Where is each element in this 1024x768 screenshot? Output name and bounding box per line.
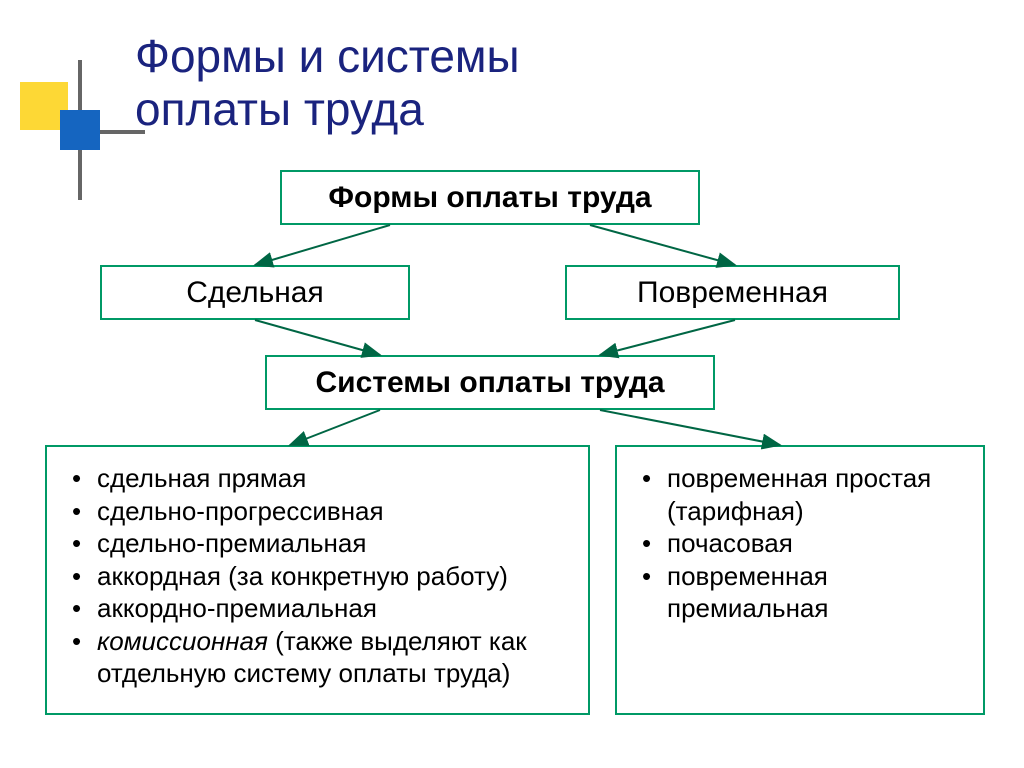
slide-title: Формы и системы оплаты труда bbox=[135, 30, 520, 136]
list-item: повременная простая (тарифная) bbox=[667, 462, 973, 527]
list-item: комиссионная (также выделяют как отдельн… bbox=[97, 625, 578, 690]
list-item: аккордная (за конкретную работу) bbox=[97, 560, 578, 593]
box-piecework: Сдельная bbox=[100, 265, 410, 320]
list-piecework-ul: сдельная прямаясдельно-прогрессивнаясдел… bbox=[57, 462, 578, 690]
box-timebased-label: Повременная bbox=[637, 276, 828, 310]
box-timebased: Повременная bbox=[565, 265, 900, 320]
list-item: сдельная прямая bbox=[97, 462, 578, 495]
list-timebased-ul: повременная простая (тарифная)почасоваяп… bbox=[627, 462, 973, 625]
deco-square-blue bbox=[60, 110, 100, 150]
box-piecework-label: Сдельная bbox=[186, 276, 324, 310]
list-item: повременная премиальная bbox=[667, 560, 973, 625]
list-item: сдельно-премиальная bbox=[97, 527, 578, 560]
title-line2: оплаты труда bbox=[135, 83, 424, 135]
list-timebased-systems: повременная простая (тарифная)почасоваяп… bbox=[615, 445, 985, 715]
box-forms-label: Формы оплаты труда bbox=[328, 181, 651, 215]
list-item: аккордно-премиальная bbox=[97, 592, 578, 625]
box-systems-of-pay: Системы оплаты труда bbox=[265, 355, 715, 410]
title-line1: Формы и системы bbox=[135, 30, 520, 82]
box-forms-of-pay: Формы оплаты труда bbox=[280, 170, 700, 225]
list-piecework-systems: сдельная прямаясдельно-прогрессивнаясдел… bbox=[45, 445, 590, 715]
title-decoration bbox=[10, 30, 130, 170]
list-item: сдельно-прогрессивная bbox=[97, 495, 578, 528]
list-item: почасовая bbox=[667, 527, 973, 560]
box-systems-label: Системы оплаты труда bbox=[315, 366, 664, 400]
